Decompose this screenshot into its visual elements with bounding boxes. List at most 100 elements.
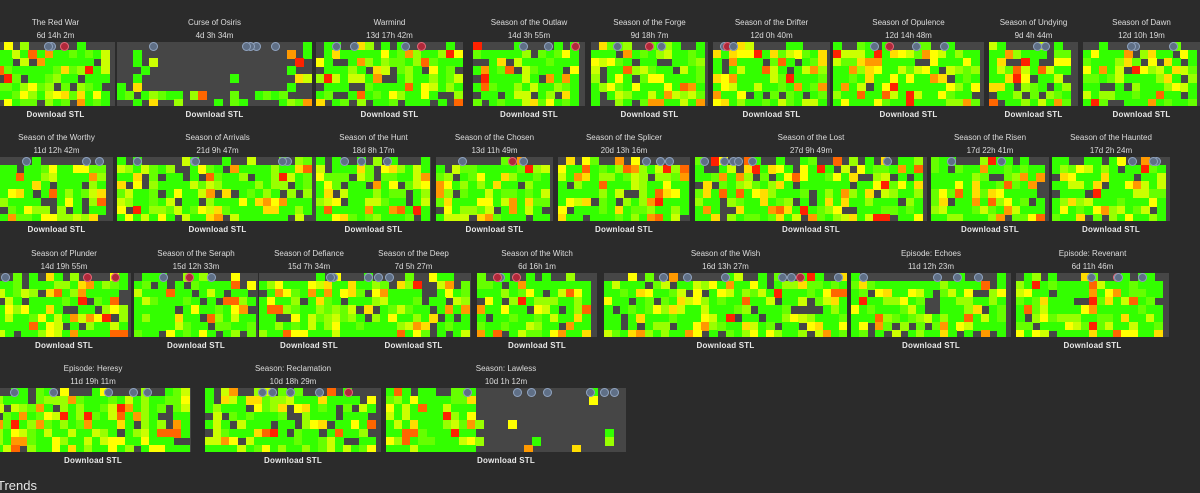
download-stl-button[interactable]: Download STL <box>26 110 85 119</box>
heatmap-cell <box>310 396 320 406</box>
heatmap-cell <box>1021 74 1031 84</box>
heatmap-cell <box>1105 329 1115 337</box>
heatmap-cell <box>56 205 66 215</box>
download-stl-button[interactable]: Download STL <box>742 110 801 119</box>
download-stl-button[interactable]: Download STL <box>1004 110 1063 119</box>
heatmap-cell <box>44 58 54 68</box>
heatmap-cell <box>118 329 128 337</box>
heatmap-cell <box>1137 329 1147 337</box>
heatmap-cell <box>181 396 191 406</box>
download-stl-button[interactable]: Download STL <box>27 225 86 234</box>
download-stl-button[interactable]: Download STL <box>879 110 938 119</box>
download-stl-button[interactable]: Download STL <box>902 341 960 350</box>
heatmap-cell <box>418 388 428 397</box>
heatmap-cell <box>124 412 134 422</box>
download-stl-button[interactable]: Download STL <box>280 341 338 350</box>
download-stl-button[interactable]: Download STL <box>167 341 225 350</box>
heatmap-cell <box>489 66 499 76</box>
heatmap-cell <box>881 98 891 106</box>
heatmap-cell <box>380 329 390 337</box>
download-stl-button[interactable]: Download STL <box>360 110 419 119</box>
heatmap-cell <box>672 58 681 68</box>
download-stl-button[interactable]: Download STL <box>185 110 244 119</box>
heatmap-cell <box>644 273 654 282</box>
heatmap-cell <box>566 273 576 282</box>
heatmap-cell <box>932 281 941 291</box>
heatmap-cell <box>1040 289 1050 299</box>
heatmap-cell <box>270 90 280 100</box>
heatmap-cell <box>173 388 183 397</box>
heatmap-cell <box>4 50 14 60</box>
heatmap-cell <box>397 205 406 215</box>
activity-emblem-icon <box>133 157 142 166</box>
download-stl-button[interactable]: Download STL <box>64 456 122 465</box>
season-card: Season of the Splicer 20d 13h 16m Download… <box>558 133 690 237</box>
heatmap-cell <box>1157 213 1167 221</box>
download-stl-button[interactable]: Download STL <box>465 225 524 234</box>
heatmap-cell <box>1116 181 1126 191</box>
heatmap-cell <box>620 281 630 291</box>
heatmap-cell <box>237 420 247 430</box>
download-stl-button[interactable]: Download STL <box>1082 225 1140 234</box>
heatmap-cell <box>1124 197 1134 207</box>
heatmap-cell <box>897 173 907 183</box>
heatmap-cell <box>246 197 256 207</box>
heatmap-cell <box>889 98 899 106</box>
heatmap-cell <box>833 90 842 100</box>
heatmap-cell <box>558 313 567 323</box>
heatmap-cell <box>614 189 624 199</box>
download-stl-button[interactable]: Download STL <box>384 341 443 350</box>
heatmap-cell <box>644 297 654 307</box>
heatmap-cell <box>477 329 486 337</box>
heatmap-cell <box>101 90 111 100</box>
heatmap-cell <box>19 412 29 422</box>
heatmap-cell <box>340 74 350 84</box>
download-stl-button[interactable]: Download STL <box>696 341 755 350</box>
heatmap-cell <box>832 173 842 183</box>
heatmap-cell <box>29 305 39 315</box>
heatmap-cell <box>517 313 527 323</box>
heatmap-cell <box>802 66 812 76</box>
download-stl-button[interactable]: Download STL <box>508 341 566 350</box>
heatmap-cell <box>261 436 271 446</box>
heatmap-cell <box>4 58 14 68</box>
heatmap-cell <box>996 297 1006 307</box>
activity-heatmap <box>205 388 381 452</box>
download-stl-button[interactable]: Download STL <box>961 225 1019 234</box>
heatmap-cell <box>688 98 698 106</box>
heatmap-cell <box>663 42 673 51</box>
heatmap-cell <box>277 388 287 397</box>
heatmap-cell <box>1133 197 1142 207</box>
heatmap-cell <box>413 205 423 215</box>
heatmap-cell <box>1072 321 1082 331</box>
heatmap-cell <box>291 289 301 299</box>
download-stl-button[interactable]: Download STL <box>35 341 93 350</box>
activity-heatmap <box>604 273 847 337</box>
download-stl-button[interactable]: Download STL <box>782 225 840 234</box>
heatmap-cell <box>460 173 470 183</box>
heatmap-cell <box>766 329 775 337</box>
download-stl-button[interactable]: Download STL <box>477 456 535 465</box>
heatmap-cell <box>53 321 63 331</box>
heatmap-cell <box>189 189 199 199</box>
activity-heatmap <box>713 42 830 106</box>
download-stl-button[interactable]: Download STL <box>620 110 679 119</box>
heatmap-cell <box>647 74 657 84</box>
heatmap-cell <box>956 313 966 323</box>
heatmap-cell <box>848 157 858 166</box>
download-stl-button[interactable]: Download STL <box>264 456 322 465</box>
heatmap-cell <box>695 173 704 183</box>
heatmap-cell <box>222 173 232 183</box>
heatmap-cell <box>598 173 608 183</box>
heatmap-cell <box>3 436 13 446</box>
heatmap-cell <box>1021 58 1031 68</box>
download-stl-button[interactable]: Download STL <box>188 225 247 234</box>
heatmap-cell <box>883 281 893 291</box>
download-stl-button[interactable]: Download STL <box>1112 110 1171 119</box>
heatmap-cell <box>394 404 404 414</box>
download-stl-button[interactable]: Download STL <box>500 110 558 119</box>
download-stl-button[interactable]: Download STL <box>1063 341 1122 350</box>
download-stl-button[interactable]: Download STL <box>344 225 403 234</box>
heatmap-cell <box>213 420 223 430</box>
download-stl-button[interactable]: Download STL <box>595 225 653 234</box>
